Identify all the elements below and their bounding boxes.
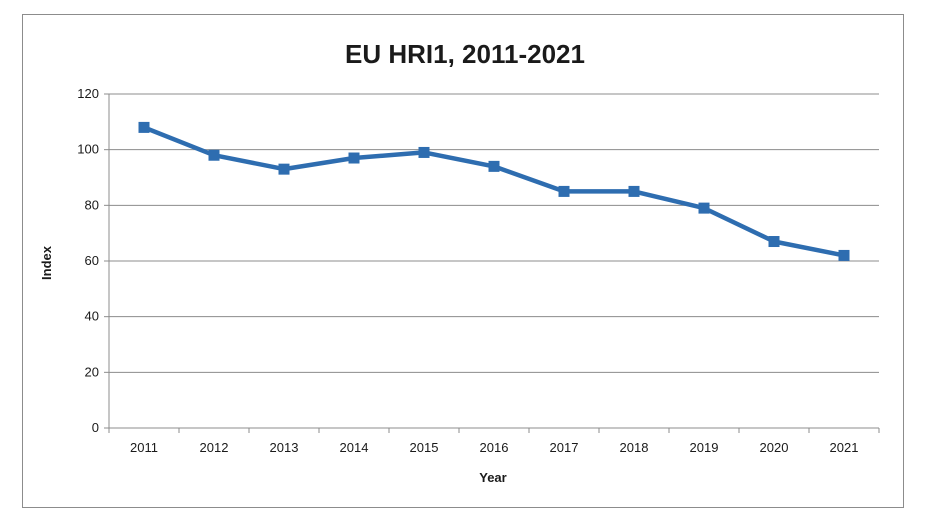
series-layer bbox=[138, 121, 850, 261]
chart-frame: EU HRI1, 2011-2021 0 20 40 60 80 100 120 2011 2… bbox=[22, 14, 904, 508]
x-tick-label: 2015 bbox=[410, 440, 439, 455]
y-tick-label: 120 bbox=[77, 86, 99, 101]
x-tick-label: 2011 bbox=[130, 440, 158, 455]
data-point-marker bbox=[838, 249, 850, 261]
data-point-marker bbox=[488, 160, 500, 172]
x-tick-label: 2013 bbox=[270, 440, 299, 455]
data-point-marker bbox=[768, 236, 780, 248]
y-tick-label: 20 bbox=[85, 364, 99, 379]
y-tick-label: 0 bbox=[92, 420, 99, 435]
data-point-marker bbox=[348, 152, 360, 164]
x-tick-label: 2018 bbox=[620, 440, 649, 455]
data-point-marker bbox=[628, 185, 640, 197]
x-tick-labels: 2011 2012 2013 2014 2015 2016 2017 2018 2019 2020… bbox=[130, 440, 858, 455]
y-tick-label: 40 bbox=[85, 309, 99, 324]
y-axis-title: Index bbox=[39, 245, 54, 280]
chart-title: EU HRI1, 2011-2021 bbox=[345, 39, 585, 69]
data-point-marker bbox=[208, 149, 220, 161]
x-tick-label: 2019 bbox=[690, 440, 719, 455]
x-axis-title: Year bbox=[479, 470, 506, 485]
x-tick-label: 2017 bbox=[550, 440, 579, 455]
y-tick-label: 100 bbox=[77, 142, 99, 157]
x-tick-label: 2014 bbox=[340, 440, 369, 455]
axes bbox=[104, 93, 880, 433]
gridlines bbox=[109, 93, 879, 373]
y-tick-label: 60 bbox=[85, 253, 99, 268]
y-tick-label: 80 bbox=[85, 197, 99, 212]
y-tick-labels: 0 20 40 60 80 100 120 bbox=[77, 86, 99, 435]
x-tick-label: 2016 bbox=[480, 440, 509, 455]
data-point-marker bbox=[138, 121, 150, 133]
series-line bbox=[141, 125, 847, 258]
x-tick-label: 2020 bbox=[760, 440, 789, 455]
data-point-marker bbox=[278, 163, 290, 175]
data-point-marker bbox=[698, 202, 710, 214]
x-tick-label: 2012 bbox=[200, 440, 229, 455]
x-tick-label: 2021 bbox=[830, 440, 859, 455]
data-point-marker bbox=[418, 146, 430, 158]
data-point-marker bbox=[558, 185, 570, 197]
